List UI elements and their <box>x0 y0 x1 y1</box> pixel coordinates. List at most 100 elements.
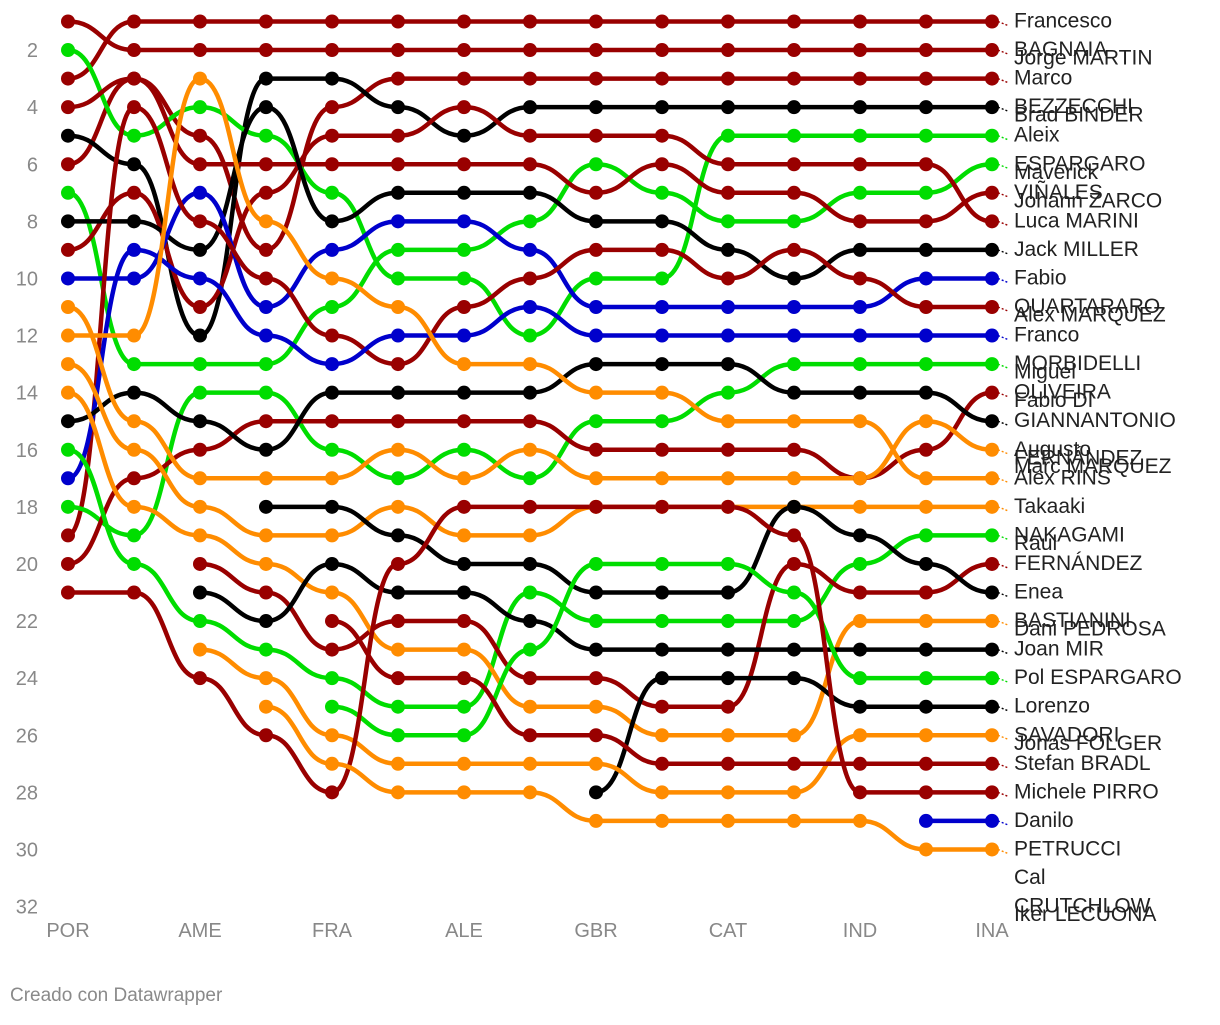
series-end-label: Pol ESPARGARO <box>1014 666 1182 689</box>
point-alex-rins <box>985 471 999 486</box>
point-franco-morbidelli <box>919 328 933 343</box>
point-takaaki-nakagami <box>127 442 141 457</box>
point-iker-lecuona <box>589 813 603 828</box>
point-augusto-fernandez <box>325 385 339 400</box>
point-franco-morbidelli <box>589 328 603 343</box>
point-takaaki-nakagami <box>523 528 537 543</box>
series-end-label: SAVADORI <box>1014 723 1119 746</box>
point-johann-zarco <box>127 71 141 86</box>
point-luca-marini <box>457 100 471 115</box>
point-takaaki-nakagami <box>985 499 999 514</box>
point-francesco-bagnaia <box>523 14 537 29</box>
point-jonas-folger <box>787 671 801 686</box>
point-marco-bezzecchi <box>721 71 735 86</box>
point-alex-marquez <box>391 357 405 372</box>
point-danilo-petrucci <box>127 585 141 600</box>
point-stefan-bradl <box>853 728 867 743</box>
point-francesco-bagnaia <box>61 71 75 86</box>
series-end-label: BASTIANINI <box>1014 609 1131 632</box>
y-tick-label: 20 <box>16 554 38 576</box>
series-line-aleix-espargaro <box>65 47 995 338</box>
x-tick-label: INA <box>975 920 1009 942</box>
point-raul-fernandez <box>259 642 273 657</box>
point-michele-pirro <box>919 756 933 771</box>
point-joan-mir <box>391 642 405 657</box>
label-connector <box>997 677 1009 683</box>
series-end-label: Joan MIR <box>1014 638 1104 661</box>
point-miguel-oliveira <box>391 471 405 486</box>
label-connector <box>997 506 1009 512</box>
point-danilo-petrucci <box>787 528 801 543</box>
point-joan-mir <box>919 614 933 629</box>
point-enea-bastianini <box>457 614 471 629</box>
point-luca-marini <box>853 157 867 172</box>
y-tick-label: 12 <box>16 326 38 348</box>
point-fabio-di-giannantonio <box>721 442 735 457</box>
point-takaaki-nakagami <box>193 499 207 514</box>
point-raul-fernandez <box>919 528 933 543</box>
point-pol-espargaro <box>391 585 405 600</box>
point-takaaki-nakagami <box>325 528 339 543</box>
point-marco-bezzecchi <box>655 71 669 86</box>
point-takaaki-nakagami <box>391 499 405 514</box>
point-alex-rins <box>721 414 735 429</box>
label-connector <box>997 77 1009 84</box>
point-brad-binder <box>391 100 405 115</box>
point-jack-miller <box>61 214 75 229</box>
point-pol-espargaro <box>259 614 273 629</box>
point-franco-morbidelli <box>457 328 471 343</box>
point-luca-marini <box>721 157 735 172</box>
point-fabio-quartararo <box>391 214 405 229</box>
y-tick-label: 32 <box>16 897 38 919</box>
point-alex-marquez <box>589 242 603 257</box>
point-stefan-bradl <box>523 756 537 771</box>
y-tick-label: 2 <box>27 40 38 62</box>
point-joan-mir <box>127 499 141 514</box>
series-end-label: FERNÁNDEZ <box>1014 446 1143 469</box>
point-johann-zarco <box>193 157 207 172</box>
point-marco-bezzecchi <box>325 100 339 115</box>
point-alex-rins <box>919 471 933 486</box>
point-francesco-bagnaia <box>787 14 801 29</box>
point-marco-bezzecchi <box>193 128 207 143</box>
point-fabio-quartararo <box>523 242 537 257</box>
label-connector <box>997 392 1009 398</box>
point-jack-miller <box>259 100 273 115</box>
series-end-label: Alex MARQUEZ <box>1014 304 1166 327</box>
point-francesco-bagnaia <box>457 14 471 29</box>
point-maverick-vinales <box>985 157 999 172</box>
y-tick-label: 18 <box>16 497 38 519</box>
point-francesco-bagnaia <box>919 14 933 29</box>
point-jorge-martin <box>61 14 75 29</box>
label-connector <box>997 135 1009 141</box>
point-jack-miller <box>193 242 207 257</box>
point-enea-bastianini <box>193 556 207 571</box>
point-jack-miller <box>457 185 471 200</box>
point-jack-miller <box>127 214 141 229</box>
point-luca-marini <box>787 157 801 172</box>
point-fabio-di-giannantonio <box>259 414 273 429</box>
point-dani-pedrosa <box>853 528 867 543</box>
point-fabio-di-giannantonio <box>457 414 471 429</box>
point-alex-marquez <box>787 242 801 257</box>
point-fabio-quartararo <box>655 300 669 314</box>
point-maverick-vinales <box>919 185 933 200</box>
series-line-dani-pedrosa <box>263 504 995 595</box>
point-jorge-martin <box>457 43 471 58</box>
point-luca-marini <box>193 300 207 314</box>
point-alex-marquez <box>325 328 339 343</box>
point-maverick-vinales <box>589 157 603 172</box>
series-line-stefan-bradl <box>197 647 995 795</box>
series-line-augusto-fernandez <box>65 361 995 453</box>
point-miguel-oliveira <box>787 357 801 372</box>
point-michele-pirro <box>985 756 999 771</box>
point-franco-morbidelli <box>655 328 669 343</box>
label-connector <box>997 706 1009 712</box>
point-fabio-quartararo <box>457 214 471 229</box>
point-maverick-vinales <box>325 300 339 314</box>
point-jorge-martin <box>853 43 867 58</box>
point-dani-pedrosa <box>523 556 537 571</box>
point-michele-pirro <box>787 756 801 771</box>
point-jorge-martin <box>787 43 801 58</box>
point-miguel-oliveira <box>61 499 75 514</box>
